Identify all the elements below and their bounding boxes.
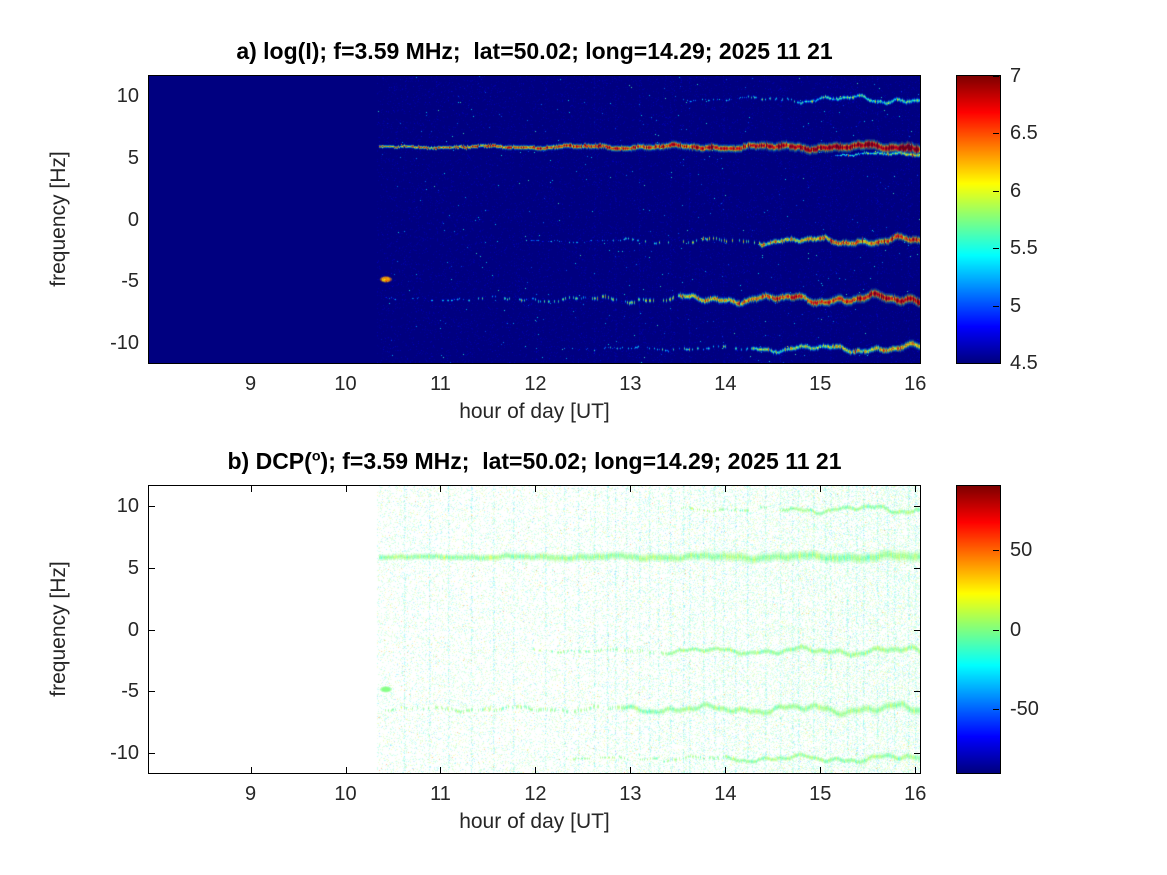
x-tick-label: 15 <box>809 783 832 805</box>
panel-b-title-text: b) DCP( <box>227 448 312 474</box>
colorbar-tick-mark <box>993 363 999 364</box>
colorbar-tick-mark <box>993 629 999 631</box>
colorbar-tick-label: 5 <box>1010 294 1022 317</box>
y-axis-tick-mark <box>149 505 155 507</box>
panel-a-colorbar <box>956 75 1001 364</box>
x-axis-tick-mark <box>535 767 537 773</box>
y-tick-label: 10 <box>116 494 139 517</box>
y-axis-tick-mark <box>914 567 920 569</box>
panel-b-title: b) DCP(o); f=3.59 MHz; lat=50.02; long=1… <box>149 448 920 475</box>
x-axis-tick-mark <box>250 486 252 492</box>
colorbar-tick-label: -50 <box>1010 698 1039 721</box>
x-axis-tick-mark <box>820 767 822 773</box>
x-axis-tick-mark <box>345 486 347 492</box>
panel-b-ylabel: frequency [Hz] <box>47 561 70 697</box>
y-tick-label: -10 <box>110 332 139 355</box>
colorbar-tick-label: 7 <box>1010 65 1022 87</box>
y-axis-tick-mark <box>914 505 920 507</box>
x-axis-tick-mark <box>345 767 347 773</box>
x-tick-label: 13 <box>619 783 642 805</box>
colorbar-tick-label: 6.5 <box>1010 122 1038 145</box>
y-tick-label: -5 <box>121 270 139 293</box>
y-axis-tick-mark <box>914 753 920 755</box>
x-axis-tick-mark <box>725 767 727 773</box>
x-tick-label: 16 <box>904 783 927 805</box>
x-tick-label: 16 <box>904 373 927 395</box>
panel-b-colorbar <box>956 485 1001 774</box>
x-tick-label: 10 <box>334 373 357 395</box>
x-tick-label: 14 <box>714 373 737 395</box>
x-axis-tick-mark <box>820 486 822 492</box>
panel-a-ylabel: frequency [Hz] <box>47 151 70 287</box>
panel-b-xlabel: hour of day [UT] <box>459 810 610 833</box>
x-axis-tick-mark <box>535 486 537 492</box>
y-tick-label: -5 <box>121 680 139 703</box>
colorbar-tick-mark <box>993 549 999 551</box>
y-axis-tick-mark <box>914 629 920 631</box>
panel-a-heatmap-canvas <box>149 76 920 363</box>
panel-b-colorbar-gradient <box>957 486 1000 773</box>
y-axis-tick-mark <box>149 629 155 631</box>
x-tick-label: 13 <box>619 373 642 395</box>
panel-a-xlabel: hour of day [UT] <box>459 400 610 423</box>
x-tick-label: 14 <box>714 783 737 805</box>
colorbar-tick-label: 4.5 <box>1010 352 1038 374</box>
x-axis-tick-mark <box>440 486 442 492</box>
colorbar-tick-mark <box>993 76 999 77</box>
x-tick-label: 9 <box>245 783 257 805</box>
colorbar-tick-mark <box>993 248 999 250</box>
panel-a-plot <box>148 75 921 364</box>
x-tick-label: 12 <box>524 783 547 805</box>
x-tick-label: 9 <box>245 373 257 395</box>
y-axis-tick-mark <box>914 691 920 693</box>
y-tick-label: 0 <box>127 618 139 641</box>
colorbar-tick-label: 5.5 <box>1010 237 1038 260</box>
y-tick-label: 10 <box>116 84 139 107</box>
y-axis-tick-mark <box>149 691 155 693</box>
y-axis-tick-mark <box>149 753 155 755</box>
x-tick-label: 15 <box>809 373 832 395</box>
colorbar-tick-label: 0 <box>1010 618 1022 641</box>
colorbar-tick-label: 50 <box>1010 538 1033 561</box>
colorbar-tick-label: 6 <box>1010 179 1022 202</box>
colorbar-tick-mark <box>993 133 999 135</box>
y-tick-label: 0 <box>127 208 139 231</box>
y-tick-label: 5 <box>127 146 139 169</box>
x-tick-label: 10 <box>334 783 357 805</box>
x-axis-tick-mark <box>630 767 632 773</box>
y-tick-label: 5 <box>127 556 139 579</box>
panel-b-title-suffix: ); f=3.59 MHz; lat=50.02; long=14.29; 20… <box>320 448 842 474</box>
x-axis-tick-mark <box>915 486 917 492</box>
panel-a-colorbar-gradient <box>957 76 1000 363</box>
panel-b-heatmap-canvas <box>149 486 920 773</box>
panel-a-title: a) log(I); f=3.59 MHz; lat=50.02; long=1… <box>149 38 920 65</box>
x-axis-tick-mark <box>250 767 252 773</box>
panel-a-title-text: a) log(I); f=3.59 MHz; lat=50.02; long=1… <box>236 38 833 64</box>
x-tick-label: 11 <box>430 783 451 805</box>
y-axis-tick-mark <box>149 567 155 569</box>
colorbar-tick-mark <box>993 190 999 192</box>
x-axis-tick-mark <box>725 486 727 492</box>
x-tick-label: 12 <box>524 373 547 395</box>
x-tick-label: 11 <box>430 373 451 395</box>
x-axis-tick-mark <box>630 486 632 492</box>
y-tick-label: -10 <box>110 742 139 765</box>
x-axis-tick-mark <box>915 767 917 773</box>
colorbar-tick-mark <box>993 709 999 711</box>
colorbar-tick-mark <box>993 305 999 307</box>
x-axis-tick-mark <box>440 767 442 773</box>
panel-b-plot <box>148 485 921 774</box>
degree-superscript: o <box>311 448 321 465</box>
